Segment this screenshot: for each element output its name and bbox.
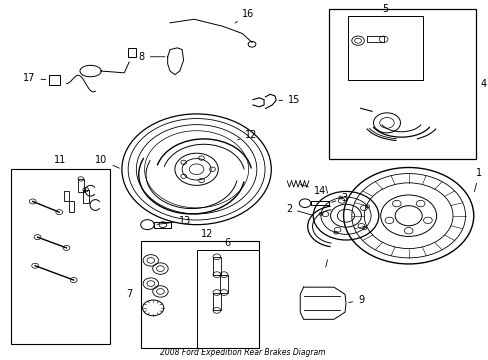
- Bar: [348, 16, 422, 80]
- Text: 6: 6: [224, 238, 230, 248]
- Text: 2008 Ford Expedition Rear Brakes Diagram: 2008 Ford Expedition Rear Brakes Diagram: [159, 348, 325, 357]
- Bar: [310, 201, 328, 205]
- Bar: [64, 191, 69, 202]
- Text: 10: 10: [95, 156, 119, 168]
- Text: 3: 3: [331, 193, 346, 203]
- Bar: [154, 222, 171, 228]
- Text: 9: 9: [348, 295, 364, 305]
- Bar: [11, 169, 110, 344]
- Bar: [213, 293, 220, 310]
- Text: 12: 12: [196, 225, 213, 239]
- Text: 12: 12: [237, 130, 257, 140]
- Bar: [141, 241, 259, 348]
- Text: 7: 7: [126, 289, 132, 299]
- Text: 13: 13: [157, 216, 191, 226]
- Text: 15: 15: [278, 95, 300, 105]
- Text: 2: 2: [285, 203, 311, 215]
- Text: 16: 16: [235, 9, 254, 23]
- Bar: [48, 75, 60, 85]
- Bar: [69, 202, 74, 212]
- Text: 1: 1: [473, 168, 481, 192]
- Bar: [82, 190, 88, 203]
- Text: 4: 4: [480, 78, 486, 89]
- Bar: [127, 48, 136, 57]
- Bar: [328, 9, 475, 158]
- Bar: [78, 179, 83, 192]
- Bar: [220, 275, 227, 293]
- Text: 14: 14: [300, 184, 325, 196]
- Bar: [196, 249, 259, 348]
- Bar: [366, 36, 383, 42]
- Text: 11: 11: [54, 156, 66, 165]
- Bar: [213, 257, 220, 275]
- Text: 8: 8: [139, 52, 164, 62]
- Text: 5: 5: [382, 4, 388, 14]
- Text: 17: 17: [23, 73, 46, 83]
